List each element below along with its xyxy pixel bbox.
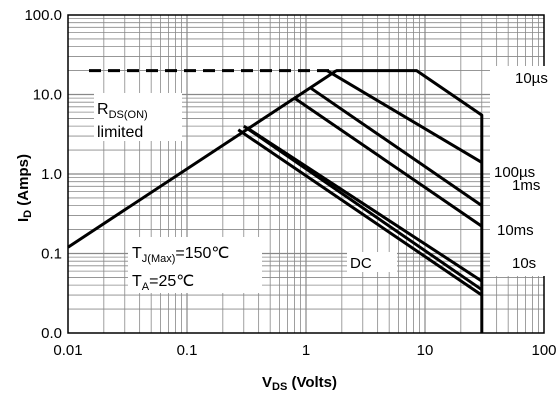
y-axis-label: ID (Amps)	[15, 154, 34, 222]
x-axis-label: VDS (Volts)	[262, 374, 337, 393]
series-line-2	[310, 86, 483, 207]
curve-label-1ms: 1ms	[512, 177, 540, 194]
series-line-1	[326, 69, 483, 164]
y-tick-label: 0.1	[41, 246, 62, 263]
curve-label-10us: 10µs	[515, 70, 548, 87]
tj-label-bg	[128, 237, 262, 293]
series-lines	[67, 69, 484, 333]
rds-on-label: RDS(ON)	[97, 101, 148, 121]
series-line-4	[246, 126, 483, 283]
y-tick-label: 10.0	[33, 87, 62, 104]
envelope-line	[67, 69, 338, 249]
curve-label-100us: 100µs	[494, 164, 535, 181]
x-tick-label: 10	[417, 342, 434, 359]
x-tick-label: 0.1	[177, 342, 198, 359]
ta-label: TA=25℃	[132, 273, 194, 293]
curve-label-10s: 10s	[512, 255, 536, 272]
tj-max-label: TJ(Max)=150℃	[132, 245, 229, 265]
curve-label-dc: DC	[350, 255, 372, 272]
series-line-5	[237, 128, 483, 297]
x-tick-label: 100	[531, 342, 556, 359]
tick-labels: 0.01 0.1 1 10 100 100.0 10.0 1.0 0.1 0.0	[24, 7, 556, 359]
series-line-0	[336, 69, 484, 333]
x-tick-label: 1	[302, 342, 310, 359]
y-tick-label: 0.0	[41, 325, 62, 342]
dc-label-bg	[347, 252, 397, 272]
curve-label-10ms: 10ms	[497, 222, 534, 239]
curve-labels-bg	[490, 66, 550, 276]
x-tick-label: 0.01	[53, 342, 82, 359]
rds-limited-label: limited	[97, 124, 143, 141]
rds-label-bg	[94, 93, 182, 141]
y-tick-label: 1.0	[41, 166, 62, 183]
y-tick-label: 100.0	[24, 7, 62, 24]
series-line-3	[293, 96, 483, 228]
